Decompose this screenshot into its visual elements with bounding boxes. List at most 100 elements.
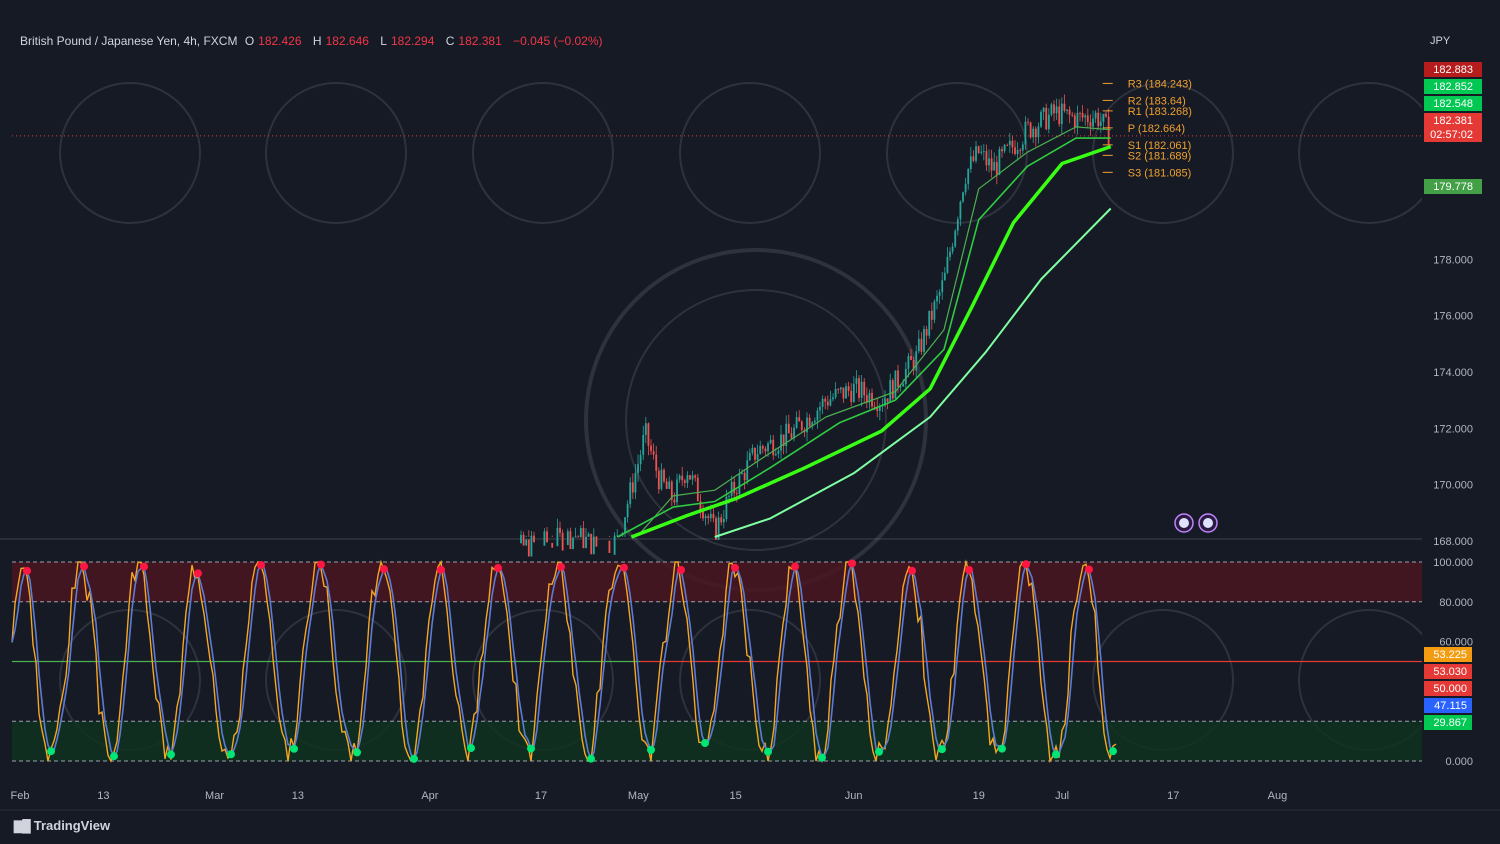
candle-body <box>811 422 814 427</box>
candle-body <box>616 535 619 537</box>
osc-label-text: 47.115 <box>1434 700 1467 712</box>
candle-body <box>930 310 933 320</box>
time-tick-label: Feb <box>11 790 30 802</box>
event-flag-dot <box>1179 518 1189 528</box>
candle-body <box>891 380 894 399</box>
candle-body <box>652 451 655 455</box>
candle-body <box>1105 113 1107 117</box>
pivot-label: S1 (182.061) <box>1128 140 1192 152</box>
pivot-label: R3 (184.243) <box>1128 78 1192 90</box>
candle-body <box>1008 140 1011 145</box>
buy-signal-dot <box>410 754 418 763</box>
low-label: L <box>380 34 387 48</box>
candle-body <box>1034 128 1037 138</box>
candle-body <box>715 518 717 540</box>
candle-body <box>972 156 975 161</box>
buy-signal-dot <box>938 745 946 754</box>
candle-body <box>704 516 707 519</box>
candle-body <box>917 338 920 352</box>
candle-body <box>1016 150 1019 154</box>
currency-label[interactable]: JPY <box>1430 35 1451 47</box>
candle-body <box>670 481 673 500</box>
candle-body <box>795 417 798 428</box>
high-label: H <box>312 34 322 48</box>
candle-body <box>956 219 959 231</box>
sell-signal-dot <box>23 566 31 575</box>
candle-body <box>850 390 853 403</box>
candle-body <box>936 295 938 302</box>
price-tick-label: 176.000 <box>1433 311 1473 323</box>
candle-body <box>668 481 671 489</box>
sell-signal-dot <box>80 562 88 571</box>
buy-signal-dot <box>587 754 595 763</box>
candle-body <box>709 513 712 519</box>
candle-body <box>1094 112 1097 119</box>
candle-body <box>543 531 546 546</box>
price-label-box <box>1424 62 1482 77</box>
change-value: −0.045 (−0.02%) <box>513 34 603 48</box>
candle-body <box>975 146 977 161</box>
buy-signal-dot <box>701 739 709 748</box>
ema-line-3 <box>630 144 1112 539</box>
candle-body <box>821 398 824 407</box>
candle-body <box>660 469 663 490</box>
candle-body <box>868 392 871 403</box>
time-tick-label: 13 <box>292 790 304 802</box>
close-value: 182.381 <box>458 34 502 48</box>
candle-body <box>673 499 676 503</box>
candle-body <box>842 387 845 399</box>
high-value: 182.646 <box>325 34 369 48</box>
tradingview-logo[interactable]: ▇█ TradingView <box>14 818 110 833</box>
open-label: O <box>244 34 255 48</box>
candle-body <box>819 406 821 411</box>
candle-body <box>1032 128 1035 138</box>
candle-body <box>915 351 918 371</box>
candle-body <box>798 417 801 422</box>
candle-body <box>569 531 572 550</box>
candle-body <box>590 533 593 555</box>
candle-body <box>626 504 629 518</box>
candle-body <box>990 158 993 171</box>
candle-body <box>720 517 723 523</box>
candle-body <box>556 527 559 547</box>
sell-signal-dot <box>317 560 325 569</box>
price-label-text: 179.778 <box>1433 181 1473 193</box>
sell-signal-dot <box>194 569 202 578</box>
buy-signal-dot <box>764 747 772 756</box>
buy-signal-dot <box>227 750 235 759</box>
candle-body <box>644 423 647 435</box>
candle-body <box>634 473 637 493</box>
buy-signal-dot <box>1052 750 1060 759</box>
osc-label-text: 53.030 <box>1433 666 1467 678</box>
candle-body <box>876 407 879 411</box>
buy-signal-dot <box>110 752 118 761</box>
time-tick-label: Apr <box>421 790 438 802</box>
sell-signal-dot <box>791 562 799 571</box>
overbought-zone <box>12 562 1422 602</box>
candle-body <box>663 469 665 482</box>
candle-body <box>559 527 561 533</box>
candle-body <box>1050 104 1053 115</box>
candle-body <box>629 482 632 505</box>
candle-body <box>761 446 764 449</box>
candle-body <box>839 387 842 390</box>
candle-body <box>980 151 983 153</box>
pivot-label: R2 (183.64) <box>1128 95 1186 107</box>
price-label-text: 182.548 <box>1433 98 1473 110</box>
candle-body <box>772 439 775 456</box>
candle-body <box>969 156 972 170</box>
candle-body <box>967 169 970 184</box>
price-tick-label: 178.000 <box>1433 254 1473 266</box>
candle-body <box>637 464 639 474</box>
candle-body <box>774 453 777 456</box>
candle-body <box>702 509 704 519</box>
ema-line-1 <box>637 126 1111 536</box>
oversold-zone <box>12 721 1422 761</box>
candle-body <box>712 513 715 519</box>
candle-body <box>1081 113 1084 118</box>
price-label-text: 182.852 <box>1433 81 1473 93</box>
candle-body <box>759 446 762 455</box>
candle-body <box>878 405 881 411</box>
candle-body <box>624 517 626 533</box>
